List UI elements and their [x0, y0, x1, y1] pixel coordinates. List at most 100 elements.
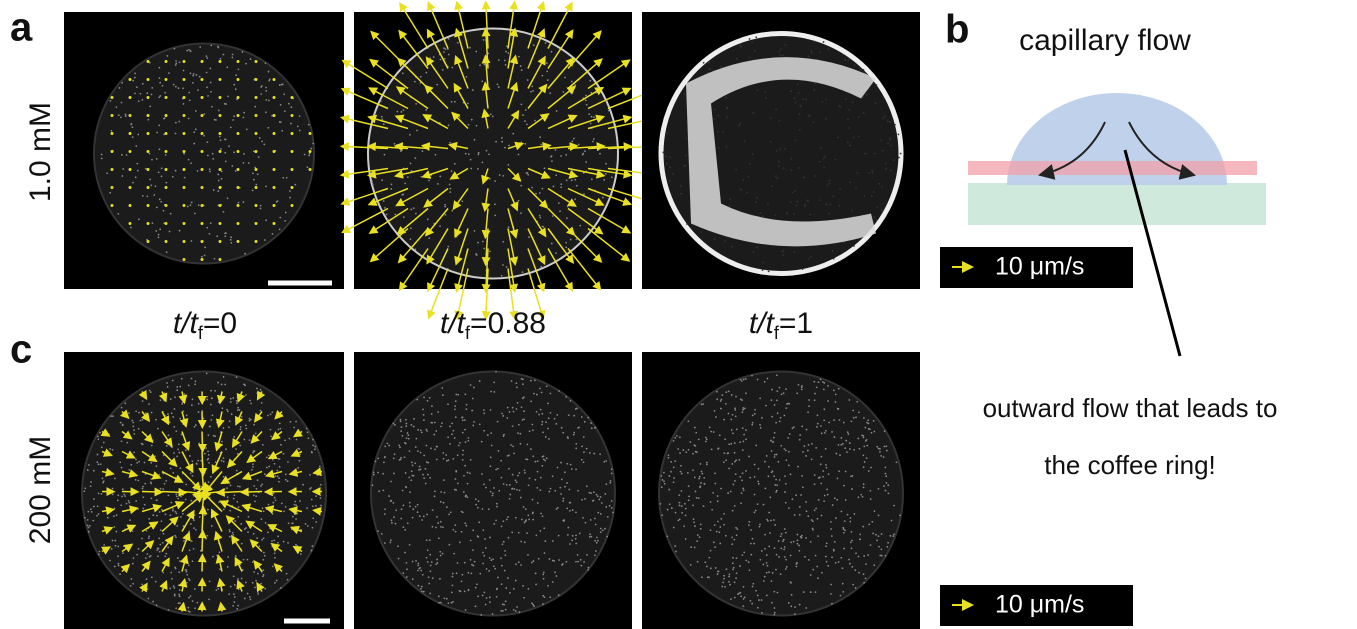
- particle: [284, 220, 286, 222]
- particle: [98, 553, 100, 555]
- particle: [186, 582, 188, 584]
- particle: [509, 592, 511, 594]
- particle: [752, 538, 754, 540]
- particle: [525, 109, 527, 111]
- particle: [483, 248, 485, 250]
- particle: [862, 454, 864, 456]
- particle: [218, 110, 220, 112]
- particle: [93, 506, 95, 508]
- particle: [400, 457, 402, 459]
- particle: [692, 504, 694, 506]
- particle: [757, 90, 759, 92]
- vector-dot: [273, 78, 276, 81]
- particle: [228, 593, 230, 595]
- particle: [174, 587, 176, 589]
- particle: [130, 585, 132, 587]
- particle: [489, 465, 491, 467]
- particle: [142, 486, 144, 488]
- particle: [668, 457, 670, 459]
- particle: [299, 453, 301, 455]
- vector-dot: [237, 114, 240, 117]
- particle: [820, 147, 822, 149]
- particle: [436, 559, 438, 561]
- particle: [835, 517, 837, 519]
- particle: [207, 509, 209, 511]
- particle: [531, 86, 533, 88]
- particle: [859, 538, 861, 540]
- particle: [297, 125, 299, 127]
- particle: [692, 469, 694, 471]
- particle: [117, 213, 119, 215]
- particle: [835, 401, 837, 403]
- particle: [847, 118, 849, 120]
- particle: [478, 500, 480, 502]
- particle: [183, 153, 185, 155]
- particle: [893, 159, 895, 161]
- particle: [114, 540, 116, 542]
- particle: [320, 505, 322, 507]
- particle: [422, 474, 424, 476]
- particle: [182, 423, 184, 425]
- particle: [532, 455, 534, 457]
- particle: [90, 485, 92, 487]
- particle: [241, 543, 243, 545]
- vector-dot: [201, 204, 204, 207]
- particle: [533, 605, 535, 607]
- particle: [565, 396, 567, 398]
- particle: [207, 141, 209, 143]
- particle: [799, 604, 801, 606]
- particle: [173, 585, 175, 587]
- particle: [839, 188, 841, 190]
- particle: [151, 412, 153, 414]
- particle: [135, 176, 137, 178]
- particle: [153, 194, 155, 196]
- particle: [409, 502, 411, 504]
- particle: [199, 46, 201, 48]
- particle: [103, 544, 105, 546]
- particle: [473, 565, 475, 567]
- particle: [866, 439, 868, 441]
- particle: [482, 552, 484, 554]
- particle: [742, 407, 744, 409]
- particle: [579, 225, 581, 227]
- particle: [178, 571, 180, 573]
- particle: [775, 422, 777, 424]
- particle: [714, 238, 716, 240]
- particle: [195, 110, 197, 112]
- particle: [245, 63, 247, 65]
- particle: [820, 379, 822, 381]
- particle: [847, 514, 849, 516]
- particle: [240, 523, 242, 525]
- particle: [808, 200, 810, 202]
- particle: [853, 417, 855, 419]
- particle: [157, 555, 159, 557]
- particle: [281, 414, 283, 416]
- particle: [257, 593, 259, 595]
- particle: [804, 205, 806, 207]
- particle: [440, 526, 442, 528]
- particle: [150, 498, 152, 500]
- particle: [119, 461, 121, 463]
- particle: [770, 141, 772, 143]
- particle: [243, 383, 245, 385]
- particle: [783, 539, 785, 541]
- particle: [142, 400, 144, 402]
- particle: [548, 417, 550, 419]
- particle: [792, 192, 794, 194]
- particle: [774, 454, 776, 456]
- particle: [121, 102, 123, 104]
- particle: [785, 459, 787, 461]
- particle: [512, 133, 514, 135]
- particle: [224, 489, 226, 491]
- particle: [767, 203, 769, 205]
- particle: [706, 463, 708, 465]
- particle: [884, 430, 886, 432]
- particle: [571, 81, 573, 83]
- particle: [813, 89, 815, 91]
- particle: [705, 437, 707, 439]
- particle: [878, 515, 880, 517]
- particle: [158, 236, 160, 238]
- particle: [593, 453, 595, 455]
- particle: [508, 468, 510, 470]
- particle: [816, 386, 818, 388]
